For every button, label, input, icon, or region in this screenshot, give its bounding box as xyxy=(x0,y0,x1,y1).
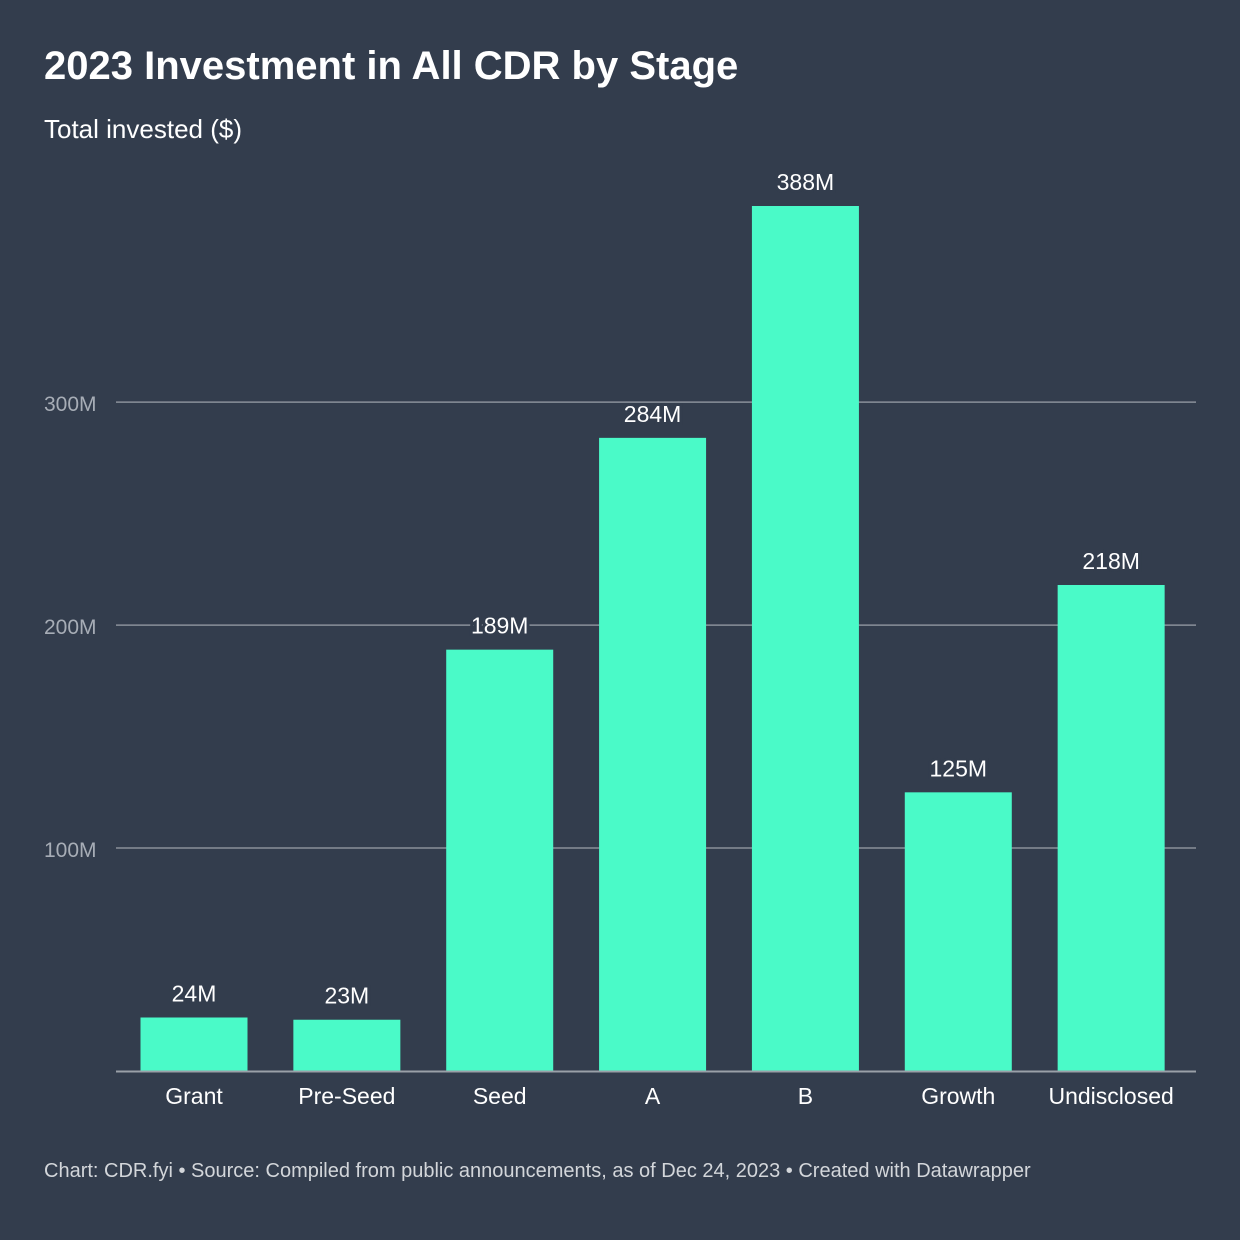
bar-pre-seed xyxy=(293,1019,401,1071)
chart-title: 2023 Investment in All CDR by Stage xyxy=(44,44,739,88)
bar-seed xyxy=(446,649,554,1071)
x-tick-label: B xyxy=(798,1083,813,1109)
x-tick-label: Grant xyxy=(165,1083,223,1109)
gridlines: 100M 200M 300M xyxy=(44,393,1196,862)
value-label: 189M xyxy=(471,613,529,639)
bar-undisclosed xyxy=(1057,584,1165,1071)
x-axis: Grant Pre-Seed Seed A B Growth Undisclosed xyxy=(116,1070,1196,1109)
value-label: 125M xyxy=(930,755,988,781)
value-label: 23M xyxy=(324,983,369,1009)
chart-footer: Chart: CDR.fyi • Source: Compiled from p… xyxy=(44,1160,1031,1182)
chart-subtitle: Total invested ($) xyxy=(44,114,242,144)
x-tick-label: A xyxy=(645,1083,661,1109)
bar-growth xyxy=(904,792,1012,1071)
x-tick-label: Pre-Seed xyxy=(298,1083,395,1109)
bar-grant xyxy=(140,1017,248,1071)
bar-a xyxy=(599,437,707,1071)
value-labels: 24M 23M 189M 284M 388M 125M 218M xyxy=(169,166,1143,1012)
y-tick-label: 100M xyxy=(44,839,97,862)
bars xyxy=(140,206,1165,1071)
value-label: 24M xyxy=(172,980,217,1006)
value-label: 218M xyxy=(1082,548,1140,574)
y-tick-label: 300M xyxy=(44,393,97,416)
value-label: 284M xyxy=(624,401,682,427)
x-tick-label: Growth xyxy=(921,1083,995,1109)
y-tick-label: 200M xyxy=(44,616,97,639)
bar-b xyxy=(751,206,859,1071)
value-label: 388M xyxy=(777,169,835,195)
x-tick-label: Seed xyxy=(473,1083,527,1109)
x-tick-label: Undisclosed xyxy=(1048,1083,1173,1109)
